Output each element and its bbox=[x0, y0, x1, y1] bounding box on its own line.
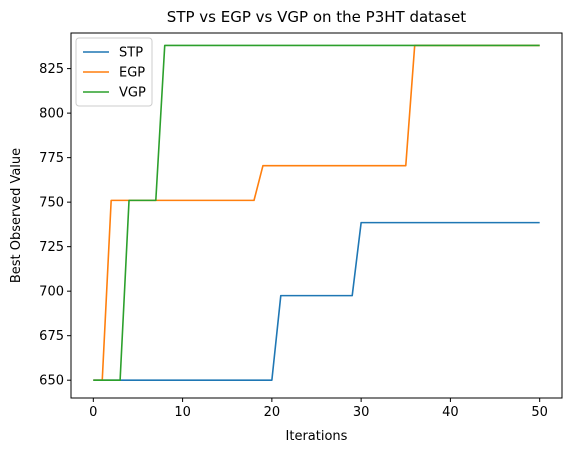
series-line-egp bbox=[93, 44, 540, 381]
series-layer bbox=[93, 44, 540, 381]
legend-label-egp: EGP bbox=[119, 66, 145, 81]
legend-box bbox=[75, 37, 153, 107]
series-line-vgp bbox=[93, 44, 540, 381]
y-tick-label: 675 bbox=[39, 329, 64, 344]
legend-label-vgp: VGP bbox=[119, 86, 146, 101]
x-axis: 0 10 20 30 40 50 bbox=[89, 398, 548, 420]
series-line-stp bbox=[93, 221, 540, 381]
legend: STP EGP VGP bbox=[75, 37, 153, 107]
chart-title: STP vs EGP vs VGP on the P3HT dataset bbox=[167, 8, 466, 26]
y-tick-label: 800 bbox=[39, 107, 64, 122]
legend-label-stp: STP bbox=[119, 46, 143, 61]
y-axis-label: Best Observed Value bbox=[9, 148, 24, 283]
y-tick-label: 775 bbox=[39, 151, 64, 166]
x-tick-label: 40 bbox=[442, 405, 459, 420]
plot-area bbox=[70, 32, 563, 399]
y-tick-label: 650 bbox=[39, 374, 64, 389]
x-tick-label: 50 bbox=[531, 405, 548, 420]
y-tick-label: 700 bbox=[39, 285, 64, 300]
y-tick-label: 825 bbox=[39, 62, 64, 77]
x-tick-label: 10 bbox=[174, 405, 191, 420]
y-tick-label: 725 bbox=[39, 240, 64, 255]
x-axis-label: Iterations bbox=[286, 429, 348, 444]
x-tick-label: 30 bbox=[353, 405, 370, 420]
y-axis: 650 675 700 725 750 775 800 825 bbox=[39, 62, 71, 389]
y-tick-label: 750 bbox=[39, 196, 64, 211]
x-tick-label: 0 bbox=[89, 405, 97, 420]
x-tick-label: 20 bbox=[264, 405, 281, 420]
